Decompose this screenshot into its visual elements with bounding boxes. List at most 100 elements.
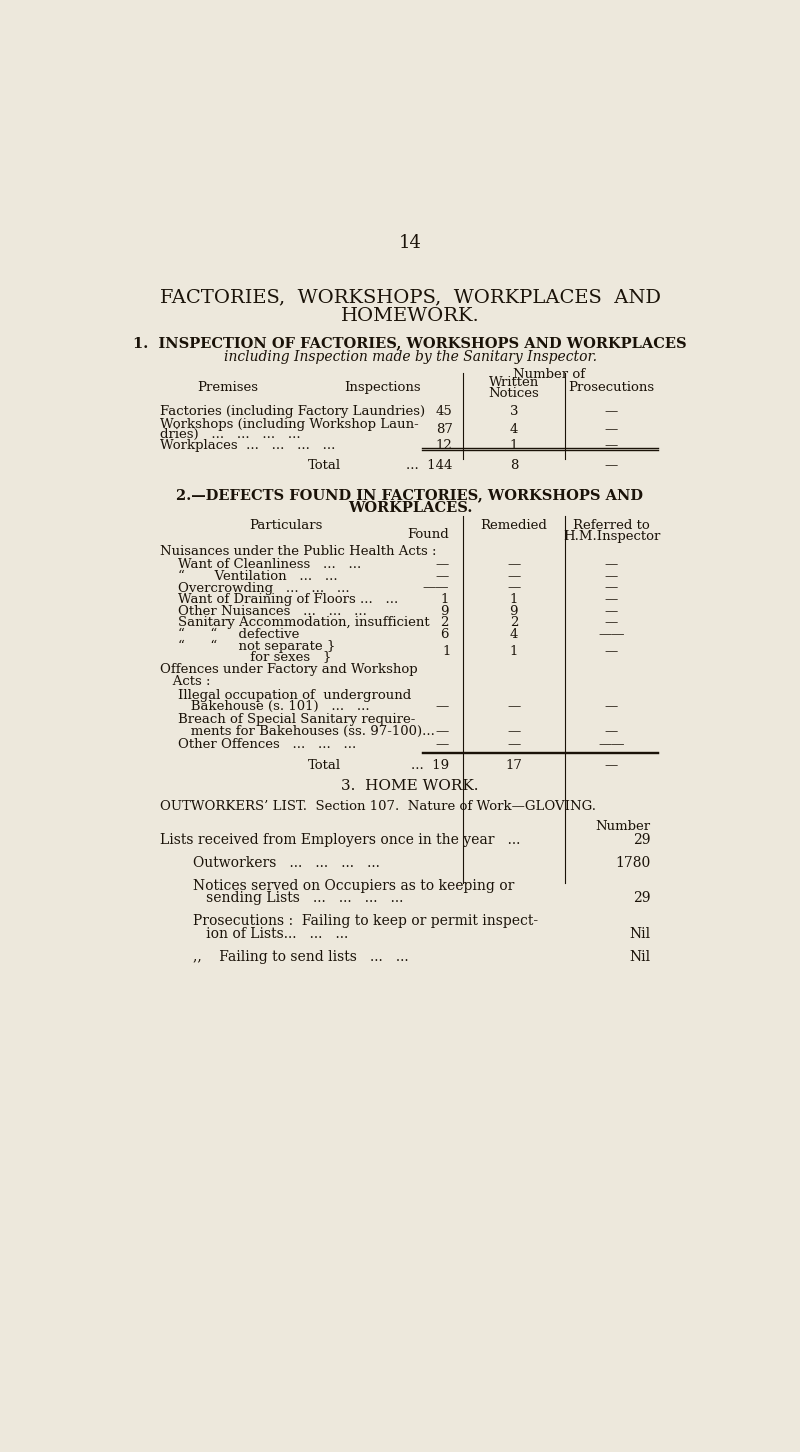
Text: HOMEWORK.: HOMEWORK. bbox=[341, 306, 479, 325]
Text: 45: 45 bbox=[436, 405, 453, 418]
Text: Nil: Nil bbox=[629, 950, 650, 964]
Text: —: — bbox=[435, 700, 449, 713]
Text: ...  19: ... 19 bbox=[410, 759, 449, 772]
Text: Other Nuisances   ...   ...   ...: Other Nuisances ... ... ... bbox=[178, 604, 366, 617]
Text: —: — bbox=[605, 700, 618, 713]
Text: —: — bbox=[605, 459, 618, 472]
Text: Workplaces  ...   ...   ...   ...: Workplaces ... ... ... ... bbox=[161, 439, 336, 452]
Text: 12: 12 bbox=[436, 439, 453, 452]
Text: —: — bbox=[605, 604, 618, 617]
Text: “      “     not separate }: “ “ not separate } bbox=[178, 639, 335, 652]
Text: —: — bbox=[605, 423, 618, 436]
Text: —: — bbox=[605, 645, 618, 658]
Text: ion of Lists...   ...   ...: ion of Lists... ... ... bbox=[193, 926, 348, 941]
Text: Written: Written bbox=[489, 376, 539, 389]
Text: 1: 1 bbox=[440, 592, 449, 605]
Text: Other Offences   ...   ...   ...: Other Offences ... ... ... bbox=[178, 738, 356, 751]
Text: Remedied: Remedied bbox=[481, 520, 547, 533]
Text: 1780: 1780 bbox=[615, 855, 650, 870]
Text: dries)   ...   ...   ...   ...: dries) ... ... ... ... bbox=[161, 428, 301, 441]
Text: Overcrowding   ...   ...   ...: Overcrowding ... ... ... bbox=[178, 582, 349, 594]
Text: 17: 17 bbox=[506, 759, 522, 772]
Text: —: — bbox=[605, 725, 618, 738]
Text: sending Lists   ...   ...   ...   ...: sending Lists ... ... ... ... bbox=[193, 892, 403, 905]
Text: Number of: Number of bbox=[514, 369, 586, 382]
Text: Referred to: Referred to bbox=[573, 520, 650, 533]
Text: WORKPLACES.: WORKPLACES. bbox=[348, 501, 472, 515]
Text: Breach of Special Sanitary require-: Breach of Special Sanitary require- bbox=[178, 713, 415, 726]
Text: Nil: Nil bbox=[629, 926, 650, 941]
Text: —: — bbox=[435, 571, 449, 584]
Text: 6: 6 bbox=[440, 627, 449, 640]
Text: Prosecutions :  Failing to keep or permit inspect-: Prosecutions : Failing to keep or permit… bbox=[193, 915, 538, 928]
Text: 9: 9 bbox=[440, 604, 449, 617]
Text: ...  144: ... 144 bbox=[406, 459, 453, 472]
Text: Lists received from Employers once in the year   ...: Lists received from Employers once in th… bbox=[161, 832, 521, 847]
Text: Notices served on Occupiers as to keeping or: Notices served on Occupiers as to keepin… bbox=[193, 878, 514, 893]
Text: —: — bbox=[605, 559, 618, 572]
Text: Want of Draining of Floors ...   ...: Want of Draining of Floors ... ... bbox=[178, 592, 398, 605]
Text: —: — bbox=[605, 592, 618, 605]
Text: Acts :: Acts : bbox=[161, 675, 211, 688]
Text: 4: 4 bbox=[510, 627, 518, 640]
Text: Offences under Factory and Workshop: Offences under Factory and Workshop bbox=[161, 664, 418, 677]
Text: —: — bbox=[507, 700, 521, 713]
Text: 9: 9 bbox=[510, 604, 518, 617]
Text: —: — bbox=[605, 439, 618, 452]
Text: 1: 1 bbox=[510, 592, 518, 605]
Text: Sanitary Accommodation, insufficient: Sanitary Accommodation, insufficient bbox=[178, 616, 429, 629]
Text: Want of Cleanliness   ...   ...: Want of Cleanliness ... ... bbox=[178, 559, 361, 572]
Text: —: — bbox=[507, 725, 521, 738]
Text: Notices: Notices bbox=[489, 386, 539, 399]
Text: 3.  HOME WORK.: 3. HOME WORK. bbox=[342, 778, 478, 793]
Text: ——: —— bbox=[422, 582, 449, 594]
Text: —: — bbox=[605, 616, 618, 629]
Text: Particulars: Particulars bbox=[250, 520, 322, 533]
Text: 14: 14 bbox=[398, 234, 422, 253]
Text: H.M.Inspector: H.M.Inspector bbox=[563, 530, 660, 543]
Text: OUTWORKERS’ LIST.  Section 107.  Nature of Work—GLOVING.: OUTWORKERS’ LIST. Section 107. Nature of… bbox=[161, 800, 597, 813]
Text: Found: Found bbox=[407, 529, 449, 542]
Text: ——: —— bbox=[598, 738, 625, 751]
Text: Factories (including Factory Laundries): Factories (including Factory Laundries) bbox=[161, 405, 426, 418]
Text: Bakehouse (s. 101)   ...   ...: Bakehouse (s. 101) ... ... bbox=[178, 700, 369, 713]
Text: 2: 2 bbox=[440, 616, 449, 629]
Text: —: — bbox=[605, 405, 618, 418]
Text: 4: 4 bbox=[510, 423, 518, 436]
Text: 87: 87 bbox=[436, 423, 453, 436]
Text: —: — bbox=[507, 738, 521, 751]
Text: Workshops (including Workshop Laun-: Workshops (including Workshop Laun- bbox=[161, 418, 419, 431]
Text: Number: Number bbox=[595, 820, 650, 833]
Text: Nuisances under the Public Health Acts :: Nuisances under the Public Health Acts : bbox=[161, 546, 437, 559]
Text: 1: 1 bbox=[442, 645, 451, 658]
Text: 1.  INSPECTION OF FACTORIES, WORKSHOPS AND WORKPLACES: 1. INSPECTION OF FACTORIES, WORKSHOPS AN… bbox=[133, 335, 687, 350]
Text: 2: 2 bbox=[510, 616, 518, 629]
Text: Prosecutions: Prosecutions bbox=[569, 380, 654, 393]
Text: for sexes   }: for sexes } bbox=[178, 650, 331, 664]
Text: —: — bbox=[507, 571, 521, 584]
Text: Outworkers   ...   ...   ...   ...: Outworkers ... ... ... ... bbox=[193, 855, 380, 870]
Text: 1: 1 bbox=[510, 645, 518, 658]
Text: Total: Total bbox=[308, 459, 342, 472]
Text: ——: —— bbox=[598, 627, 625, 640]
Text: —: — bbox=[605, 571, 618, 584]
Text: —: — bbox=[605, 759, 618, 772]
Text: —: — bbox=[435, 738, 449, 751]
Text: Total: Total bbox=[308, 759, 342, 772]
Text: 8: 8 bbox=[510, 459, 518, 472]
Text: including Inspection made by the Sanitary Inspector.: including Inspection made by the Sanitar… bbox=[223, 350, 597, 364]
Text: 3: 3 bbox=[510, 405, 518, 418]
Text: —: — bbox=[435, 559, 449, 572]
Text: ,,    Failing to send lists   ...   ...: ,, Failing to send lists ... ... bbox=[193, 950, 409, 964]
Text: Inspections: Inspections bbox=[345, 380, 421, 393]
Text: “       Ventilation   ...   ...: “ Ventilation ... ... bbox=[178, 571, 337, 584]
Text: —: — bbox=[605, 582, 618, 594]
Text: “      “     defective: “ “ defective bbox=[178, 627, 299, 640]
Text: FACTORIES,  WORKSHOPS,  WORKPLACES  AND: FACTORIES, WORKSHOPS, WORKPLACES AND bbox=[159, 287, 661, 306]
Text: —: — bbox=[435, 725, 449, 738]
Text: —: — bbox=[507, 582, 521, 594]
Text: 29: 29 bbox=[633, 892, 650, 905]
Text: ments for Bakehouses (ss. 97-100)...: ments for Bakehouses (ss. 97-100)... bbox=[178, 725, 434, 738]
Text: Premises: Premises bbox=[198, 380, 258, 393]
Text: Illegal occupation of  underground: Illegal occupation of underground bbox=[178, 688, 410, 701]
